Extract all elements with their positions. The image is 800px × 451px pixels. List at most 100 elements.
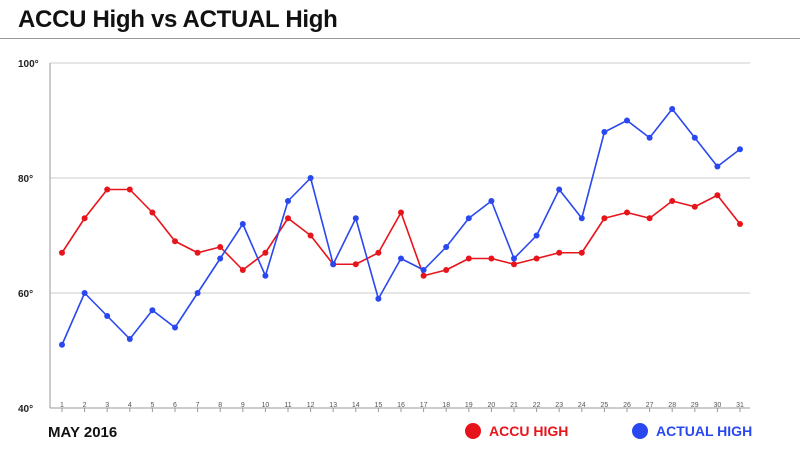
data-point xyxy=(578,249,585,256)
data-point xyxy=(59,249,65,256)
chart-title: ACCU High vs ACTUAL High xyxy=(18,6,338,33)
data-point xyxy=(81,215,88,222)
x-tick-label: 10 xyxy=(262,402,270,409)
data-point xyxy=(624,209,630,216)
x-tick-label: 5 xyxy=(150,402,154,409)
data-point xyxy=(691,134,698,141)
data-point xyxy=(149,209,156,216)
x-tick-label: 22 xyxy=(533,402,541,409)
data-point xyxy=(624,117,630,124)
data-point xyxy=(239,221,246,227)
data-point xyxy=(511,255,517,262)
data-point xyxy=(194,249,201,256)
data-point xyxy=(352,261,359,268)
x-tick-label: 8 xyxy=(218,402,222,409)
data-point xyxy=(465,255,472,262)
x-tick-label: 15 xyxy=(375,402,383,409)
x-tick-label: 28 xyxy=(668,402,676,409)
data-point xyxy=(646,215,653,222)
x-tick-label: 17 xyxy=(420,402,428,409)
month-label: MAY 2016 xyxy=(48,424,118,441)
x-tick-label: 3 xyxy=(105,402,109,409)
data-point xyxy=(262,272,269,279)
data-point xyxy=(398,209,404,216)
legend-item-accu-high: ACCU HIGH xyxy=(465,423,568,439)
data-point xyxy=(217,244,224,250)
x-tick-label: 9 xyxy=(241,402,245,409)
data-point xyxy=(465,215,472,222)
data-point xyxy=(172,324,178,331)
x-tick-label: 11 xyxy=(284,402,291,409)
data-point xyxy=(443,244,450,250)
data-point xyxy=(420,272,427,279)
data-point xyxy=(239,267,246,273)
x-tick-label: 1 xyxy=(60,402,64,409)
x-tick-label: 24 xyxy=(578,402,586,409)
data-point xyxy=(375,295,382,302)
series-line xyxy=(61,188,741,277)
data-point xyxy=(669,106,676,112)
legend-label: ACCU HIGH xyxy=(489,423,569,439)
x-tick-label: 7 xyxy=(196,402,200,409)
data-point xyxy=(126,336,133,342)
data-point xyxy=(556,249,563,256)
x-tick-label: 27 xyxy=(646,402,654,409)
data-point xyxy=(81,290,88,296)
x-tick-label: 29 xyxy=(691,402,699,409)
data-point xyxy=(217,255,224,262)
x-tick-label: 23 xyxy=(555,402,563,409)
data-point xyxy=(398,255,404,262)
data-point xyxy=(488,255,495,262)
data-point xyxy=(533,232,540,239)
data-point xyxy=(443,267,450,273)
legend-item-actual-high: ACTUAL HIGH xyxy=(632,423,752,439)
x-tick-label: 4 xyxy=(128,402,132,409)
legend-dot-red-icon xyxy=(465,423,481,439)
data-point xyxy=(488,198,495,204)
x-tick-label: 16 xyxy=(397,402,405,409)
data-point xyxy=(669,198,676,204)
x-tick-label: 31 xyxy=(736,402,744,409)
x-tick-labels: 1 2 3 4 5 6 7 8 9 10 11 12 13 14 15 16 17 18 19 20 21 22 23 24 2… xyxy=(60,402,744,409)
data-point xyxy=(330,261,337,268)
y-tick-label: 40° xyxy=(18,404,33,415)
x-tick-label: 14 xyxy=(352,402,360,409)
grid-lines xyxy=(50,62,750,294)
data-point xyxy=(104,313,111,319)
x-tick-label: 30 xyxy=(714,402,722,409)
y-tick-label: 80° xyxy=(18,174,33,185)
y-tick-labels: 40° 60° 80° 100° xyxy=(18,59,39,415)
series-0 xyxy=(59,186,743,279)
y-tick-label: 100° xyxy=(18,59,39,70)
data-point xyxy=(533,255,540,262)
x-tick-label: 21 xyxy=(510,402,518,409)
x-tick-label: 2 xyxy=(83,402,87,409)
y-tick-label: 60° xyxy=(18,289,33,300)
x-tick-label: 13 xyxy=(329,402,337,409)
data-point xyxy=(691,203,698,210)
data-point xyxy=(352,215,359,222)
data-point xyxy=(375,249,382,256)
x-tick-label: 12 xyxy=(307,402,315,409)
x-tick-label: 6 xyxy=(173,402,177,409)
x-tick-label: 18 xyxy=(442,402,450,409)
data-point xyxy=(307,175,314,181)
data-point xyxy=(149,307,156,314)
data-point xyxy=(601,215,608,222)
data-point xyxy=(59,341,65,348)
legend-label: ACTUAL HIGH xyxy=(656,423,753,439)
data-point xyxy=(737,221,743,227)
data-point xyxy=(714,192,721,199)
data-point xyxy=(262,249,269,256)
x-tick-label: 19 xyxy=(465,402,473,409)
data-point xyxy=(737,146,743,153)
x-tick-label: 20 xyxy=(488,402,496,409)
data-point xyxy=(646,134,653,141)
legend-dot-blue-icon xyxy=(632,423,648,439)
axes xyxy=(49,63,750,412)
data-point xyxy=(172,238,178,245)
data-point xyxy=(511,261,517,268)
data-point xyxy=(578,215,585,222)
x-tick-label: 26 xyxy=(623,402,631,409)
